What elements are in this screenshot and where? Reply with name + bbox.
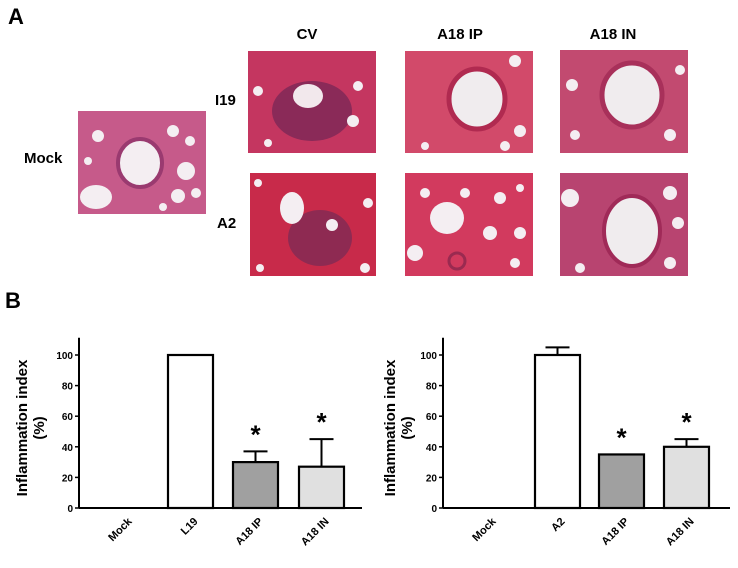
bar-a18-in <box>297 465 346 510</box>
panel-b-letter: B <box>5 288 21 313</box>
micrograph-i19-cv <box>248 51 376 153</box>
x-tick-label: A18 IN <box>664 516 697 549</box>
bar-a2 <box>533 353 582 510</box>
y-axis-label-unit: (%) <box>31 416 48 439</box>
y-tick-label: 60 <box>62 412 74 423</box>
significance-asterisk: * <box>316 407 327 437</box>
x-tick-label: Mock <box>470 515 499 544</box>
micrograph-i19-a18in <box>560 50 688 153</box>
y-axis-label: Inflammation index <box>14 359 31 496</box>
y-tick-label: 100 <box>56 351 73 362</box>
bar-a18-ip <box>231 461 280 510</box>
x-tick-label: L19 <box>179 516 201 538</box>
x-tick-label: A18 IP <box>233 516 265 548</box>
y-tick-label: 0 <box>431 504 437 515</box>
x-tick-label: Mock <box>106 515 135 544</box>
y-tick-label: 60 <box>426 412 438 423</box>
significance-asterisk: * <box>616 422 627 452</box>
bar-chart-l19: Inflammation index (%) 0 20 40 60 80 100 Mock L19… <box>0 330 370 563</box>
micrograph-a2-a18in <box>560 173 688 276</box>
x-tick-label: A18 IN <box>299 516 332 549</box>
y-tick-label: 100 <box>420 351 437 362</box>
row-label-i19: I19 <box>215 92 236 109</box>
x-tick-label: A18 IP <box>599 516 631 548</box>
y-tick-label: 40 <box>62 443 74 454</box>
y-tick-label: 0 <box>67 504 73 515</box>
y-axis-label: Inflammation index <box>382 359 399 496</box>
significance-asterisk: * <box>681 407 692 437</box>
micrograph-a2-a18ip <box>405 173 533 276</box>
y-tick-label: 80 <box>62 382 74 393</box>
micrograph-a2-cv <box>250 173 376 276</box>
y-tick-label: 40 <box>426 443 438 454</box>
significance-asterisk: * <box>250 419 261 449</box>
bar-a18-ip <box>597 453 646 510</box>
micrograph-i19-a18ip <box>405 51 533 153</box>
bar-a18-in <box>662 445 711 510</box>
bar-chart-a2: Inflammation index (%) 0 20 40 60 80 100 Mock A2 *… <box>368 330 738 563</box>
y-tick-label: 20 <box>62 473 74 484</box>
column-label-cv: CV <box>296 26 318 43</box>
x-tick-label: A2 <box>549 516 567 534</box>
column-label-a18-ip: A18 IP <box>437 26 483 43</box>
y-axis-label-unit: (%) <box>399 416 416 439</box>
row-label-mock: Mock <box>24 150 63 167</box>
column-label-a18-in: A18 IN <box>589 26 637 43</box>
y-tick-label: 20 <box>426 473 438 484</box>
bar-l19 <box>166 353 215 510</box>
micrograph-mock <box>78 111 206 214</box>
panel-a-letter: A <box>8 4 24 29</box>
y-tick-label: 80 <box>426 382 438 393</box>
row-label-a2: A2 <box>217 215 237 232</box>
